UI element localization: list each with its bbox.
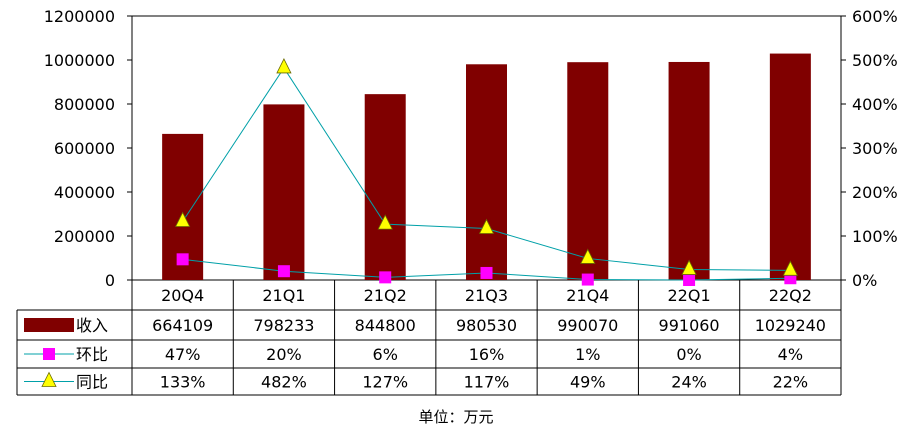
point-square — [176, 253, 189, 266]
bar — [567, 62, 609, 280]
category-label: 21Q4 — [566, 286, 609, 305]
data-label: 127% — [362, 373, 408, 392]
data-label: 49% — [570, 373, 606, 392]
left-axis-tick-label: 200000 — [54, 227, 115, 246]
right-axis-tick-labels: 0% 100% 200% 300% 400% 500% 600% — [841, 7, 898, 290]
right-axis-tick-label: 0% — [852, 271, 877, 290]
point-triangle — [782, 260, 799, 276]
category-label: 21Q3 — [465, 286, 508, 305]
bar — [263, 104, 305, 281]
bar — [364, 94, 406, 280]
left-axis-tick-label: 1000000 — [44, 51, 115, 70]
data-label: 1029240 — [755, 316, 826, 335]
right-axis-tick-label: 200% — [852, 183, 898, 202]
right-axis-tick-label: 500% — [852, 51, 898, 70]
data-label: 991060 — [659, 316, 720, 335]
category-label: 21Q2 — [364, 286, 407, 305]
point-triangle — [377, 214, 393, 230]
category-label: 22Q1 — [668, 286, 711, 305]
point-square — [480, 266, 493, 279]
bar-series — [162, 53, 811, 281]
series-name: 环比 — [76, 345, 108, 364]
data-label: 664109 — [152, 316, 213, 335]
bar — [466, 64, 507, 280]
point-square — [379, 271, 392, 284]
left-axis-tick-label: 400000 — [54, 183, 115, 202]
point-square — [683, 274, 696, 286]
legend-key-triangle — [41, 371, 57, 387]
point-triangle — [478, 218, 495, 234]
category-label: 20Q4 — [161, 286, 204, 305]
data-label: 20% — [266, 345, 302, 364]
bar — [769, 53, 811, 280]
left-axis-tick-label: 1200000 — [44, 7, 115, 26]
data-label: 16% — [469, 345, 505, 364]
data-label: 133% — [160, 373, 206, 392]
data-label: 47% — [165, 345, 201, 364]
data-label: 980530 — [456, 316, 517, 335]
right-axis-tick-label: 300% — [852, 139, 898, 158]
point-triangle — [174, 211, 191, 227]
data-label: 798233 — [253, 316, 314, 335]
data-label: 6% — [373, 345, 398, 364]
point-triangle — [681, 259, 697, 275]
bar — [668, 61, 710, 281]
data-label: 844800 — [355, 316, 416, 335]
data-label: 22% — [773, 373, 809, 392]
category-label: 21Q1 — [262, 286, 305, 305]
data-table: 20Q4 21Q1 21Q2 21Q3 21Q4 22Q1 22Q2 收入 664109 7982… — [16, 280, 842, 396]
left-axis-tick-labels: 0 200000 400000 600000 800000 1000000 1200000 — [44, 7, 132, 290]
right-axis-tick-label: 400% — [852, 95, 898, 114]
right-axis-tick-label: 600% — [852, 7, 898, 26]
left-axis-tick-label: 0 — [105, 271, 115, 290]
unit-footnote: 单位：万元 — [418, 408, 493, 426]
left-axis-tick-label: 600000 — [54, 139, 115, 158]
data-label: 0% — [676, 345, 701, 364]
data-label: 1% — [575, 345, 600, 364]
left-axis-tick-label: 800000 — [54, 95, 115, 114]
data-label: 482% — [261, 373, 307, 392]
series-name: 收入 — [76, 316, 108, 335]
series-name: 同比 — [76, 373, 108, 392]
data-label: 4% — [778, 345, 803, 364]
point-square — [581, 273, 594, 286]
line-series — [174, 58, 799, 286]
right-axis-tick-label: 100% — [852, 227, 898, 246]
point-triangle — [580, 248, 596, 264]
data-label: 117% — [464, 373, 510, 392]
legend-key-square — [43, 348, 55, 360]
data-label: 990070 — [557, 316, 618, 335]
data-label: 24% — [671, 373, 707, 392]
legend-key-bar — [24, 318, 74, 332]
point-square — [277, 265, 290, 278]
point-triangle — [276, 58, 292, 74]
category-label: 22Q2 — [769, 286, 812, 305]
